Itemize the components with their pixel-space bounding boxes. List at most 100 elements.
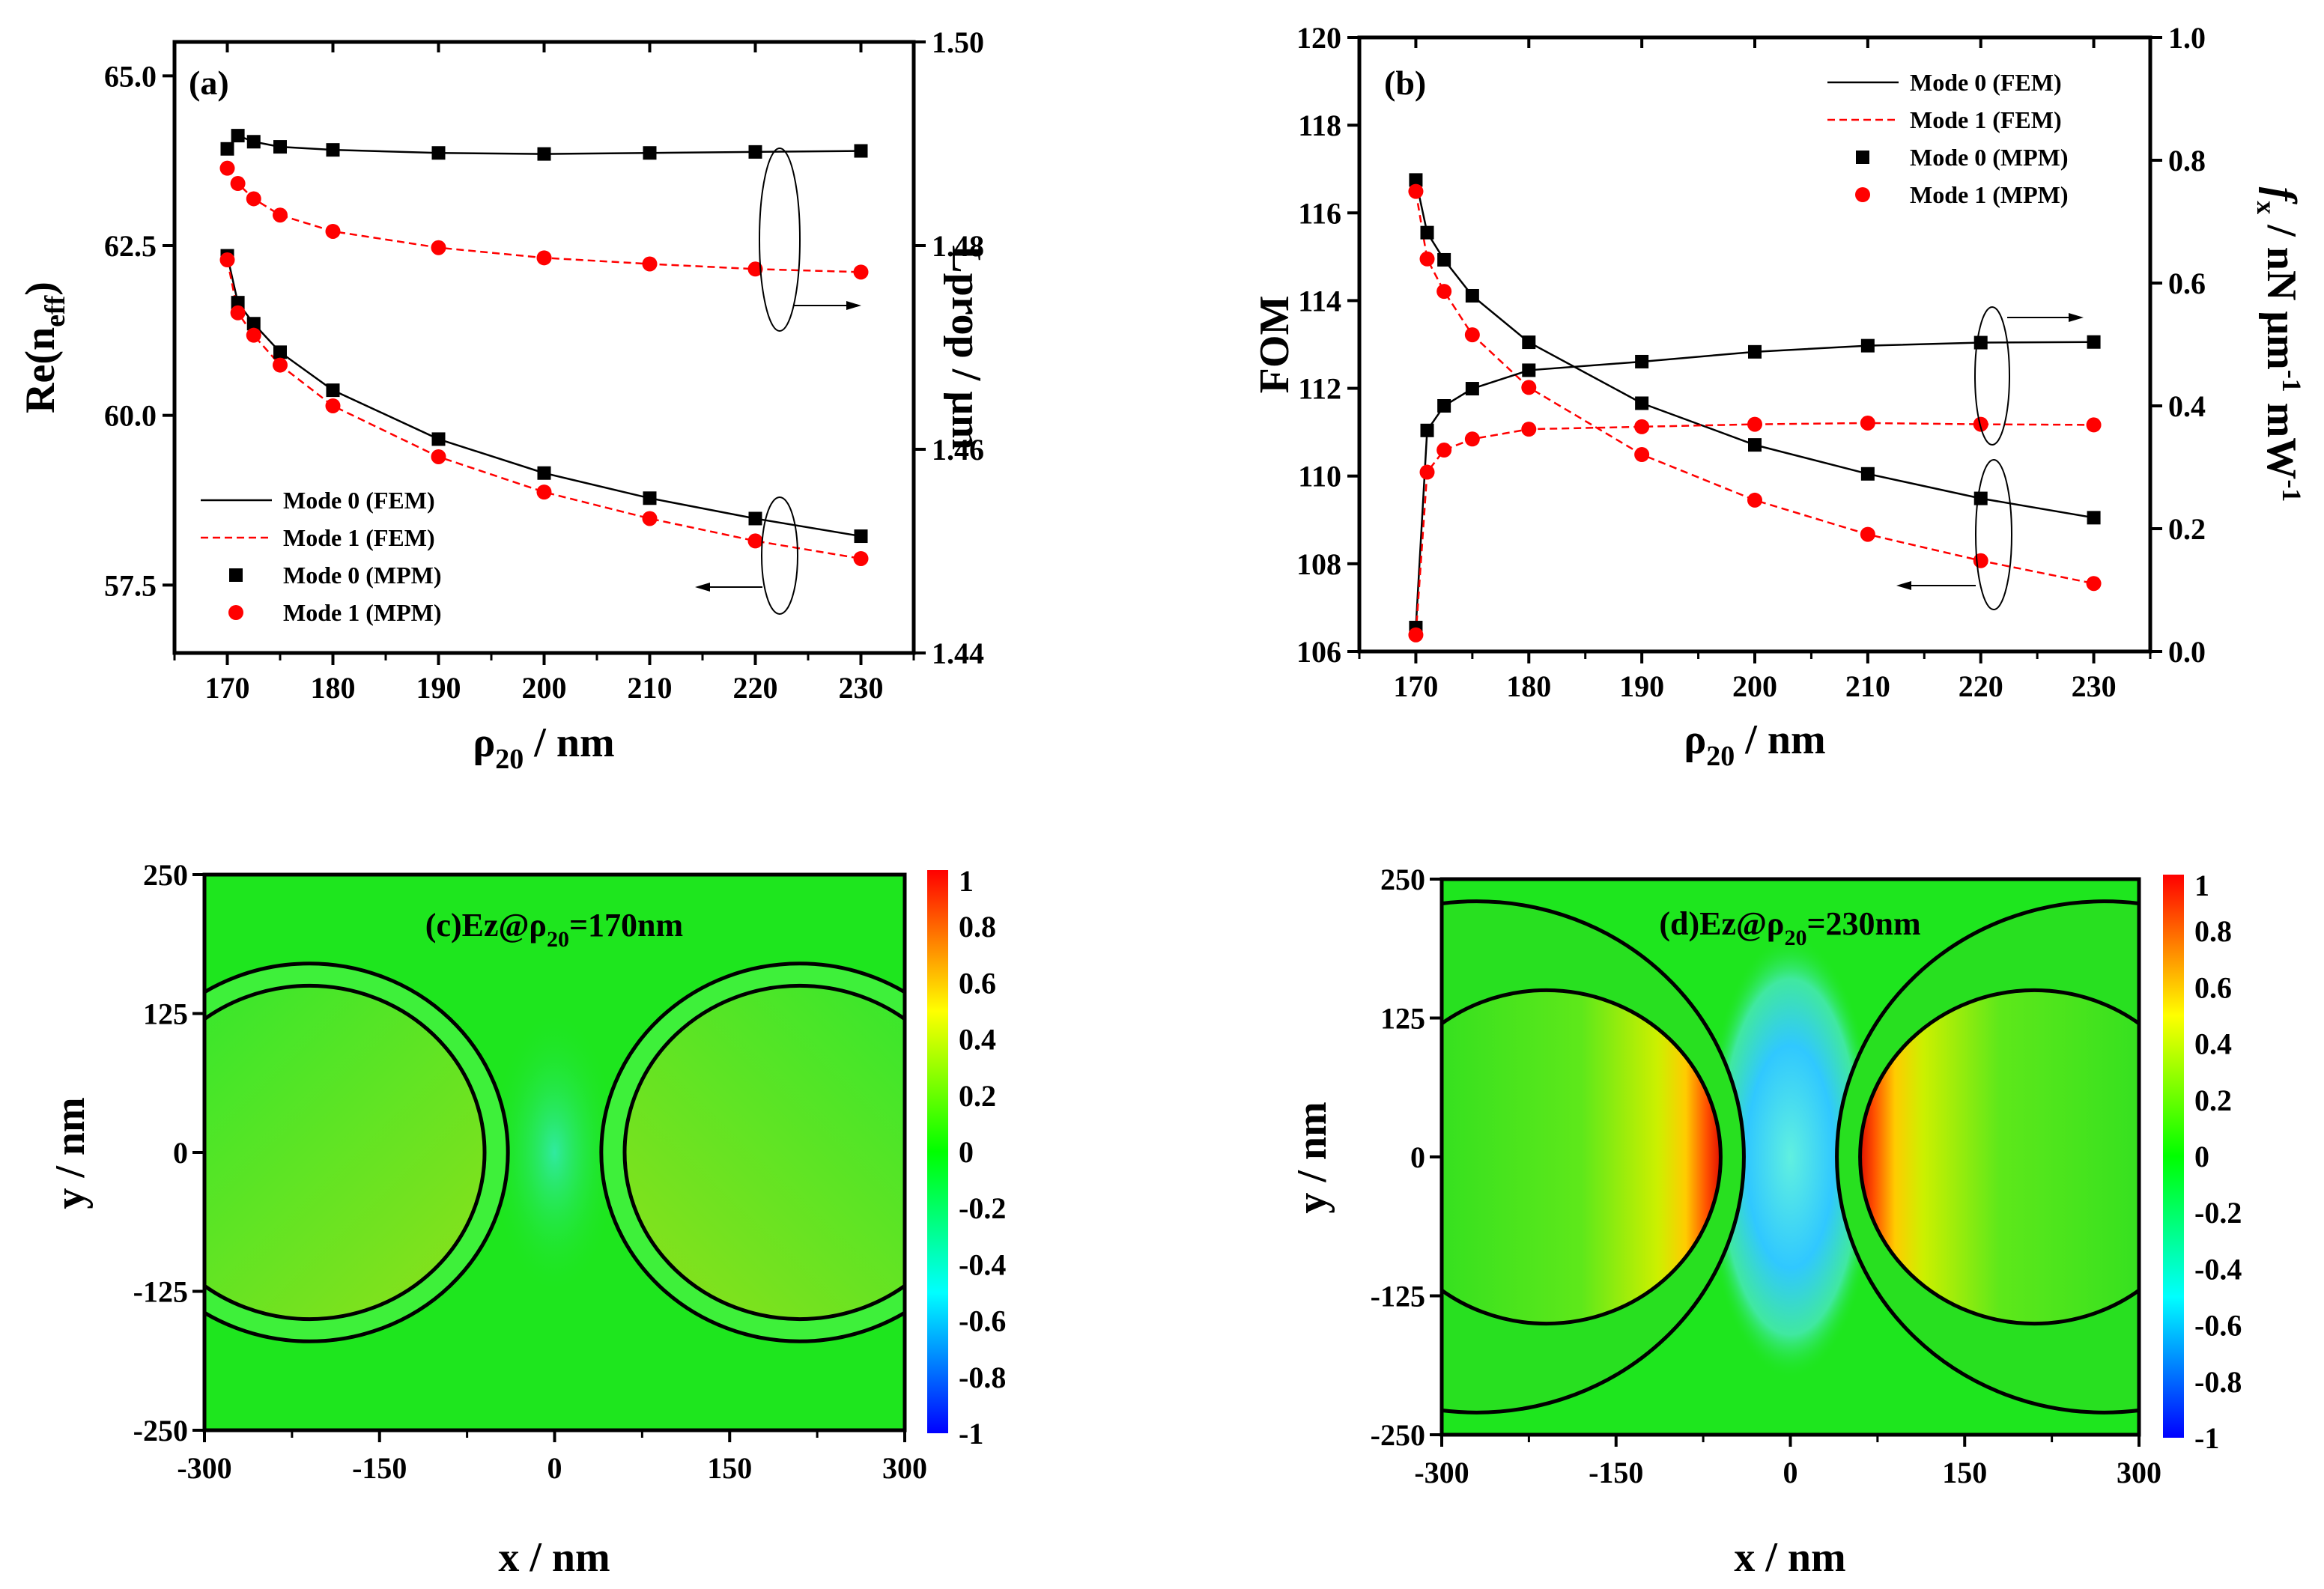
legend-entry-label: Mode 1 (MPM) [1910, 181, 2068, 208]
y-right-tick-label: 0.6 [2168, 267, 2206, 300]
data-point-circle [536, 250, 552, 266]
data-point-square [1860, 338, 1875, 353]
panel-d-ticks: -300 -150 0 150 300 -250 -125 0 125 250 [1371, 863, 2161, 1489]
neff-group-ellipse [761, 496, 798, 615]
data-point-square [1437, 252, 1451, 267]
data-point-square [1522, 335, 1536, 350]
colorbar-tick-label: 1 [959, 864, 974, 898]
right-arrow-head-icon [2069, 313, 2084, 322]
panel-b-legend: Mode 0 (FEM) Mode 1 (FEM) Mode 0 (MPM) Mode… [1827, 69, 2068, 208]
x-tick-label: 230 [2072, 669, 2117, 703]
y-tick-label: 0 [173, 1136, 188, 1170]
left-arrow-head-icon [695, 583, 710, 592]
inner-core-boundary [1858, 988, 2139, 1326]
panel-d-colorbar-ticks: 1 0.8 0.6 0.4 0.2 0 -0.2 -0.4 -0.6 -0.8 -1 [2194, 869, 2242, 1455]
colorbar-tick-label: 0 [2194, 1140, 2209, 1173]
data-point-circle [230, 176, 246, 192]
x-tick-label: 190 [416, 671, 461, 705]
data-point-circle [642, 256, 658, 272]
series-line-mode-1-fem- [226, 259, 861, 560]
data-point-circle [246, 191, 261, 207]
x-tick-label: 180 [1506, 669, 1551, 703]
legend-entry-label: Mode 0 (MPM) [1910, 144, 2068, 171]
data-point-circle [230, 305, 246, 320]
data-point-square [2087, 335, 2101, 349]
legend-entry-label: Mode 1 (FEM) [1910, 106, 2062, 133]
legend-square-swatch [229, 568, 243, 582]
left-arrow-head-icon [1896, 581, 1911, 590]
gap-field-region [490, 1008, 619, 1297]
y-right-tick-label: 0.4 [2168, 389, 2206, 423]
colorbar-tick-label: -1 [959, 1417, 983, 1450]
data-point-circle [1634, 447, 1650, 463]
data-point-circle [431, 449, 446, 464]
panel-c-y-axis-label: y / nm [47, 1097, 94, 1209]
data-point-square [748, 511, 762, 526]
y-tick-label: 125 [1380, 1002, 1425, 1036]
legend-entry-label: Mode 0 (MPM) [283, 562, 441, 589]
x-tick-label: 190 [1619, 669, 1664, 703]
panel-c-heatmap [204, 875, 905, 1430]
colorbar-tick-label: 0.2 [959, 1079, 996, 1113]
data-point-circle [1408, 183, 1424, 199]
data-point-square [1409, 173, 1423, 187]
series-line-mode-0-fx-fem- [1415, 341, 2094, 628]
panel-c-colorbar-ticks: 1 0.8 0.6 0.4 0.2 0 -0.2 -0.4 -0.6 -0.8 -1 [959, 864, 1006, 1450]
series-line-mode-0-fem- [226, 255, 861, 538]
panel-d-y-axis-label: y / nm [1289, 1102, 1335, 1213]
colorbar-tick-label: -0.6 [959, 1304, 1006, 1338]
x-tick-label: -150 [352, 1451, 407, 1485]
data-point-circle [273, 357, 288, 373]
y-right-tick-label: 1.44 [932, 636, 984, 670]
y-tick-label: -250 [1371, 1418, 1425, 1452]
x-tick-label: -150 [1589, 1456, 1643, 1489]
data-point-square [231, 296, 245, 310]
y-tick-label: 0 [1410, 1140, 1425, 1174]
panel-a-marks [219, 129, 869, 566]
legend-square-swatch [1856, 151, 1869, 164]
panel-c-field-map: -300 -150 0 150 300 -250 -125 0 125 250 (c)Ez@ρ20… [47, 858, 1006, 1581]
data-point-square [643, 146, 657, 160]
x-tick-label: 150 [1942, 1456, 1987, 1489]
y-left-tick-label: 108 [1296, 547, 1341, 581]
x-tick-label: 230 [839, 671, 884, 705]
data-point-circle [2086, 576, 2102, 592]
data-point-circle [1747, 416, 1762, 432]
panel-d-x-axis-label: x / nm [1734, 1534, 1845, 1581]
panel-c-colorbar [927, 870, 948, 1433]
y-left-tick-label: 106 [1296, 635, 1341, 669]
data-point-square [537, 147, 551, 161]
panel-d-title: (d)Ez@ρ20=230nm [1659, 905, 1920, 950]
x-tick-label: 170 [205, 671, 250, 705]
y-right-tick-label: 0.8 [2168, 144, 2206, 177]
y-left-tick-label: 118 [1298, 109, 1341, 142]
data-point-circle [853, 550, 869, 566]
panel-c-title: (c)Ez@ρ20=170nm [425, 907, 683, 952]
colorbar-tick-label: 0.4 [2194, 1027, 2232, 1061]
data-point-square [1973, 491, 1988, 505]
colorbar-tick-label: 0.6 [2194, 970, 2232, 1004]
colorbar-tick-label: 0.8 [2194, 914, 2232, 948]
data-point-square [643, 491, 657, 505]
data-point-square [1748, 344, 1762, 359]
panel-b-marks [1408, 173, 2102, 642]
panel-b-right-axis-label: fx / nN μm-1 mW-1 [2251, 187, 2307, 502]
colorbar-tick-label: 0.2 [2194, 1084, 2232, 1117]
y-tick-label: 250 [1380, 863, 1425, 896]
data-point-circle [536, 484, 552, 500]
data-point-square [1437, 399, 1451, 413]
data-point-square [246, 317, 261, 331]
colorbar-tick-label: -0.2 [959, 1191, 1006, 1225]
panel-a-ticks: 170 180 190 200 210 220 230 57.5 60.0 62.5 65.0 1.4… [104, 25, 984, 705]
inner-core-boundary [204, 983, 487, 1322]
colorbar-tick-label: 0.6 [959, 966, 996, 1000]
data-point-square [326, 143, 340, 157]
x-tick-label: 220 [1959, 669, 2003, 703]
data-point-circle [325, 398, 341, 413]
panel-b-label: (b) [1384, 64, 1426, 102]
legend-circle-swatch [1855, 187, 1870, 202]
data-point-square [220, 142, 234, 156]
fom-group-ellipse [1975, 459, 2012, 610]
data-point-square [1420, 225, 1434, 240]
y-right-tick-label: 1.50 [932, 25, 984, 59]
